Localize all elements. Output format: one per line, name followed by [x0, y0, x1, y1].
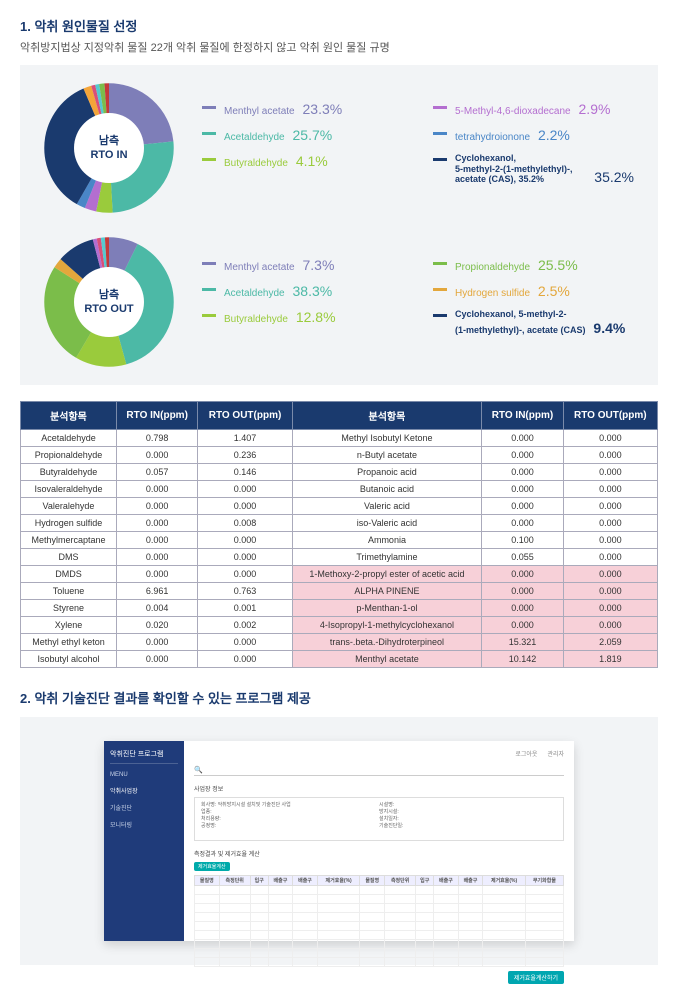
table-row: Methyl ethyl keton0.0000.000trans-.beta.… [21, 634, 658, 651]
table-row: DMS0.0000.000Trimethylamine0.0550.000 [21, 549, 658, 566]
legend-item: Hydrogen sulfide 2.5% [433, 283, 634, 299]
mock-menu-label: MENU [110, 772, 178, 778]
legend-item: Acetaldehyde 38.3% [202, 283, 403, 299]
rto-in-donut: 남측 RTO IN [44, 83, 174, 213]
table-header: RTO OUT(ppm) [563, 402, 657, 430]
mock-topbar-item[interactable]: 로그아웃 [515, 749, 537, 758]
mock-info-box: 회사명: 악취방지시설 설치및 기술진단 사업업종: 처리용량: 공정명: 시설… [194, 797, 564, 841]
table-row: Styrene0.0040.001p-Menthan-1-ol0.0000.00… [21, 600, 658, 617]
legend-item: Cyclohexanol, 5-methyl-2-(1-methylethyl)… [433, 309, 634, 337]
rto-in-label1: 남측 [99, 134, 119, 148]
rto-out-label2: RTO OUT [84, 302, 133, 316]
table-row: Xylene0.0200.0024-Isopropyl-1-methylcycl… [21, 617, 658, 634]
table-row: Hydrogen sulfide0.0000.008iso-Valeric ac… [21, 515, 658, 532]
mock-app-title: 악취진단 프로그램 [110, 749, 178, 764]
legend-swatch [202, 262, 216, 265]
mock-menu-item[interactable]: 모니터링 [110, 818, 178, 831]
table-row: Methylmercaptane0.0000.000Ammonia0.1000.… [21, 532, 658, 549]
mock-calc-button[interactable]: 제거효율계산 [194, 862, 230, 871]
table-header: RTO IN(ppm) [482, 402, 563, 430]
rto-out-row: 남측 RTO OUT Menthyl acetate 7.3% Acetaldeh… [44, 237, 634, 367]
legend-item: Acetaldehyde 25.7% [202, 127, 403, 143]
table-row: Isovaleraldehyde0.0000.000Butanoic acid0… [21, 481, 658, 498]
table-header: RTO OUT(ppm) [198, 402, 292, 430]
legend-swatch [202, 106, 216, 109]
table-header: RTO IN(ppm) [116, 402, 197, 430]
legend-item: 5-Methyl-4,6-dioxadecane 2.9% [433, 101, 634, 117]
legend-item: Propionaldehyde 25.5% [433, 257, 634, 273]
table-row: Toluene6.9610.763ALPHA PINENE0.0000.000 [21, 583, 658, 600]
legend-item: Menthyl acetate 23.3% [202, 101, 403, 117]
rto-out-donut: 남측 RTO OUT [44, 237, 174, 367]
legend-swatch [202, 158, 216, 161]
rto-in-label2: RTO IN [90, 148, 127, 162]
rto-out-label1: 남측 [99, 288, 119, 302]
mock-search-input[interactable] [194, 764, 564, 776]
mock-menu-item[interactable]: 악취사업장 [110, 784, 178, 797]
mock-sidebar: 악취진단 프로그램 MENU 악취사업장기술진단모니터링 [104, 741, 184, 941]
legend-swatch [433, 132, 447, 135]
analysis-table: 분석항목RTO IN(ppm)RTO OUT(ppm)분석항목RTO IN(pp… [20, 401, 658, 668]
legend-item: Butyraldehyde 4.1% [202, 153, 403, 169]
legend-item: Butyraldehyde 12.8% [202, 309, 403, 325]
mock-main: 로그아웃 관리자 사업장 정보 회사명: 악취방지시설 설치및 기술진단 사업업종… [184, 741, 574, 941]
legend-item: tetrahydroionone 2.2% [433, 127, 634, 143]
legend-swatch [433, 288, 447, 291]
mock-result-table: 물질명측정단위입구배출구배출구제거효율(%)물질명측정단위입구배출구배출구제거효… [194, 875, 564, 967]
mock-info-header: 사업장 정보 [194, 784, 564, 793]
rto-in-row: 남측 RTO IN Menthyl acetate 23.3% Acetaldeh… [44, 83, 634, 213]
table-header: 분석항목 [21, 402, 117, 430]
legend-swatch [202, 288, 216, 291]
table-row: Valeralehyde0.0000.000Valeric acid0.0000… [21, 498, 658, 515]
legend-item: Cyclohexanol,5-methyl-2-(1-methylethyl)-… [433, 153, 634, 185]
mock-app: 악취진단 프로그램 MENU 악취사업장기술진단모니터링 로그아웃 관리자 사업장… [104, 741, 574, 941]
legend-swatch [433, 158, 447, 161]
mock-topbar-item[interactable]: 관리자 [547, 749, 564, 758]
table-row: Propionaldehyde0.0000.236n-Butyl acetate… [21, 447, 658, 464]
table-row: Acetaldehyde0.7981.407Methyl Isobutyl Ke… [21, 430, 658, 447]
legend-swatch [433, 314, 447, 317]
table-row: Isobutyl alcohol0.0000.000Menthyl acetat… [21, 651, 658, 668]
mock-subhead: 측정결과 및 제거효율 계산 [194, 849, 564, 858]
legend-swatch [433, 262, 447, 265]
mock-menu-item[interactable]: 기술진단 [110, 801, 178, 814]
chart-block: 남측 RTO IN Menthyl acetate 23.3% Acetaldeh… [20, 65, 658, 385]
program-block: 악취진단 프로그램 MENU 악취사업장기술진단모니터링 로그아웃 관리자 사업장… [20, 717, 658, 965]
legend-item: Menthyl acetate 7.3% [202, 257, 403, 273]
legend-swatch [202, 132, 216, 135]
table-row: DMDS0.0000.0001-Methoxy-2-propyl ester o… [21, 566, 658, 583]
legend-swatch [433, 106, 447, 109]
section1-subtitle: 악취방지법상 지정악취 물질 22개 악취 물질에 한정하지 않고 악취 원인 … [20, 39, 658, 55]
section2-title: 2. 악취 기술진단 결과를 확인할 수 있는 프로그램 제공 [20, 688, 658, 707]
legend-swatch [202, 314, 216, 317]
mock-footer-button[interactable]: 제거효율계산하기 [508, 971, 564, 984]
table-row: Butyraldehyde0.0570.146Propanoic acid0.0… [21, 464, 658, 481]
section1-title: 1. 악취 원인물질 선정 [20, 16, 658, 35]
table-header: 분석항목 [292, 402, 482, 430]
